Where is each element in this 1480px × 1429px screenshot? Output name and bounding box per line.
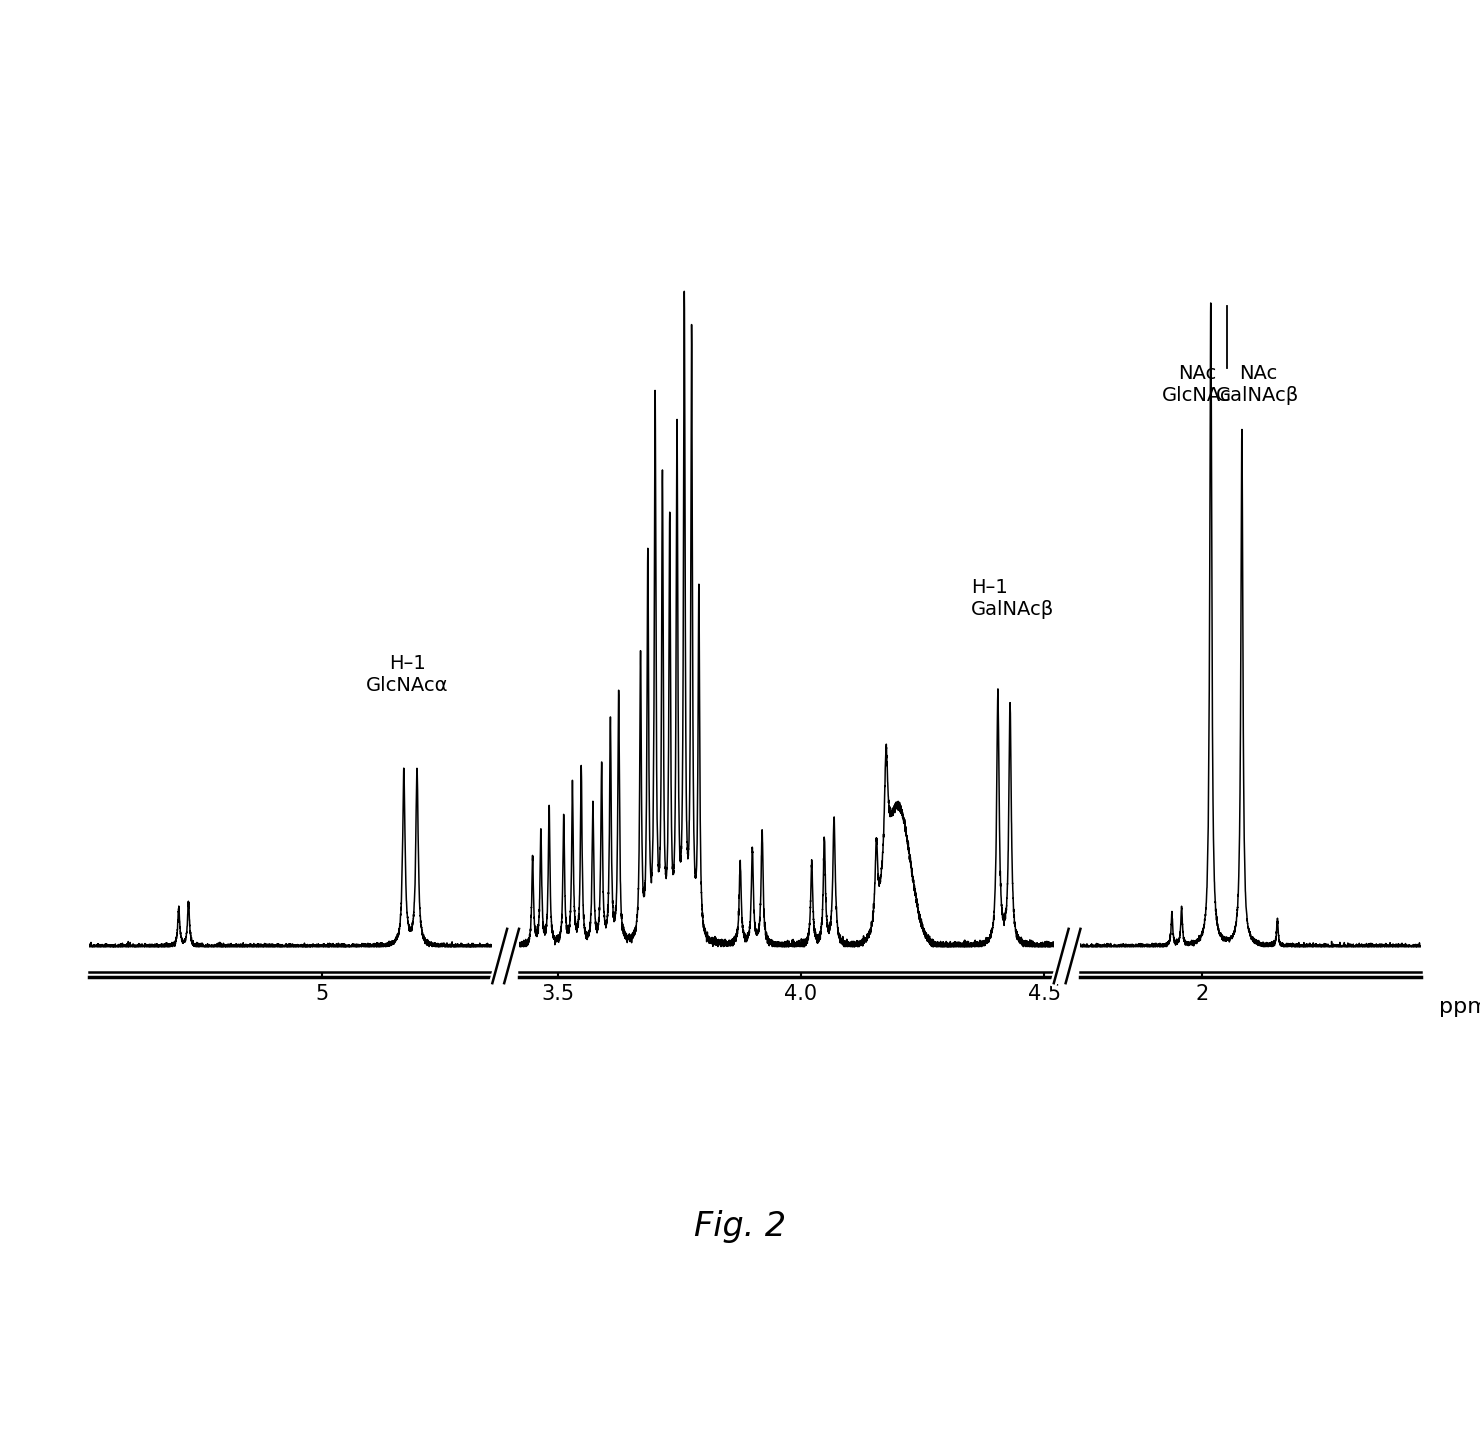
Text: H–1
GlcNAcα: H–1 GlcNAcα [366,654,448,694]
Text: ppm: ppm [1439,997,1480,1017]
Text: Fig. 2: Fig. 2 [694,1210,786,1243]
Text: NAc
GlcNAc: NAc GlcNAc [1162,364,1231,406]
Text: NAc
GalNAcβ: NAc GalNAcβ [1217,364,1299,406]
Text: H–1
GalNAcβ: H–1 GalNAcβ [971,579,1054,619]
